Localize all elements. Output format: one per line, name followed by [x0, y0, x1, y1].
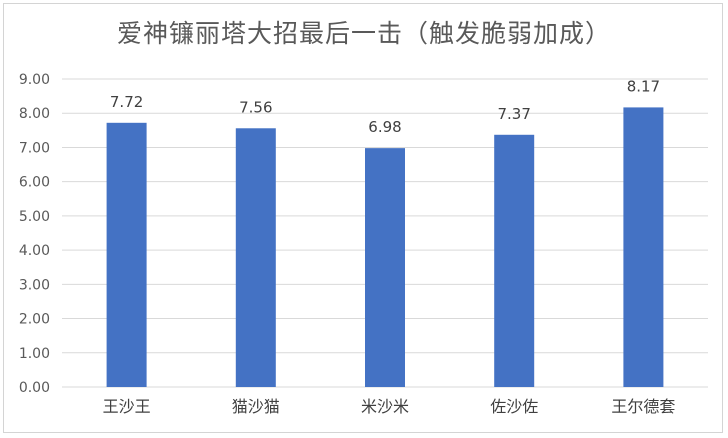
y-tick-label: 9.00: [19, 72, 50, 88]
y-tick-label: 1.00: [19, 346, 50, 362]
x-tick-label: 王尔德套: [611, 397, 675, 416]
bar: [494, 134, 535, 387]
bars: [106, 107, 664, 387]
bar: [106, 122, 147, 387]
x-tick-label: 佐沙佐: [490, 397, 538, 416]
x-tick-label: 王沙王: [103, 397, 151, 416]
data-label: 7.72: [110, 93, 143, 111]
data-label: 6.98: [368, 118, 401, 136]
chart-title: 爱神镰丽塔大招最后一击（触发脆弱加成）: [116, 19, 611, 48]
x-tick-label: 米沙米: [361, 397, 409, 416]
y-tick-label: 7.00: [19, 140, 50, 156]
y-tick-label: 0.00: [19, 380, 50, 396]
y-tick-label: 6.00: [19, 175, 50, 191]
data-labels: 7.72 7.56 6.98 7.37 8.17: [110, 77, 660, 136]
y-axis-tick-labels: 0.00 1.00 2.00 3.00 4.00 5.00 6.00 7.00 8.00 9.00: [19, 72, 50, 396]
y-tick-label: 5.00: [19, 209, 50, 225]
x-tick-label: 猫沙猫: [232, 397, 280, 416]
data-label: 8.17: [627, 77, 660, 95]
y-tick-label: 2.00: [19, 312, 50, 328]
bar: [235, 128, 276, 387]
y-tick-label: 4.00: [19, 243, 50, 259]
x-axis-category-labels: 王沙王 猫沙猫 米沙米 佐沙佐 王尔德套: [103, 397, 676, 416]
y-tick-label: 3.00: [19, 277, 50, 293]
data-label: 7.37: [497, 105, 530, 123]
bar: [365, 148, 405, 387]
bar: [623, 107, 664, 387]
y-tick-label: 8.00: [19, 106, 50, 122]
data-label: 7.56: [239, 98, 272, 116]
